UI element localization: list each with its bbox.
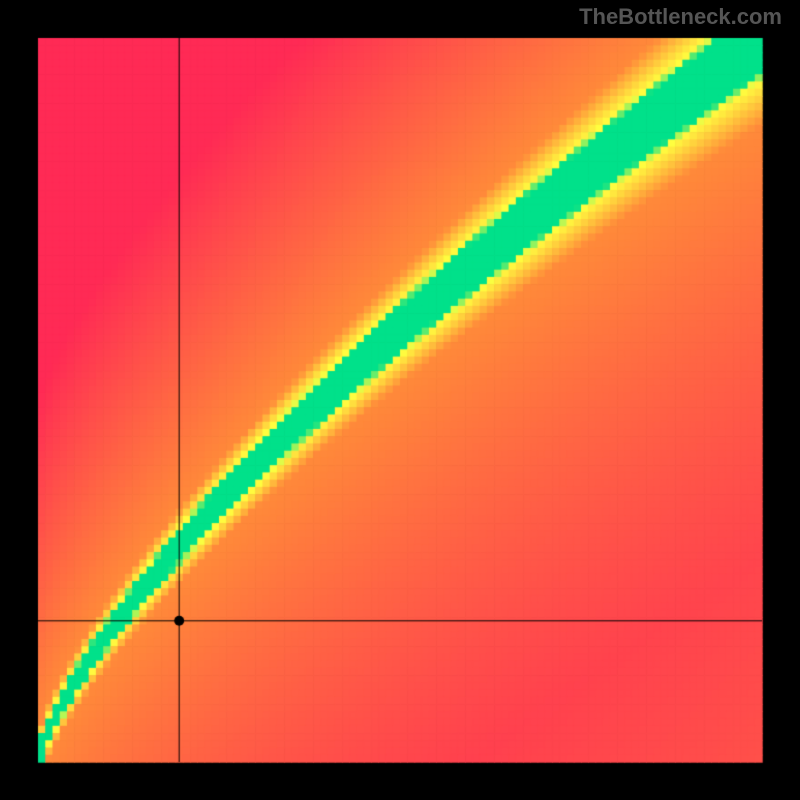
watermark-text: TheBottleneck.com [579,4,782,30]
chart-container: TheBottleneck.com [0,0,800,800]
heatmap-canvas [0,0,800,800]
